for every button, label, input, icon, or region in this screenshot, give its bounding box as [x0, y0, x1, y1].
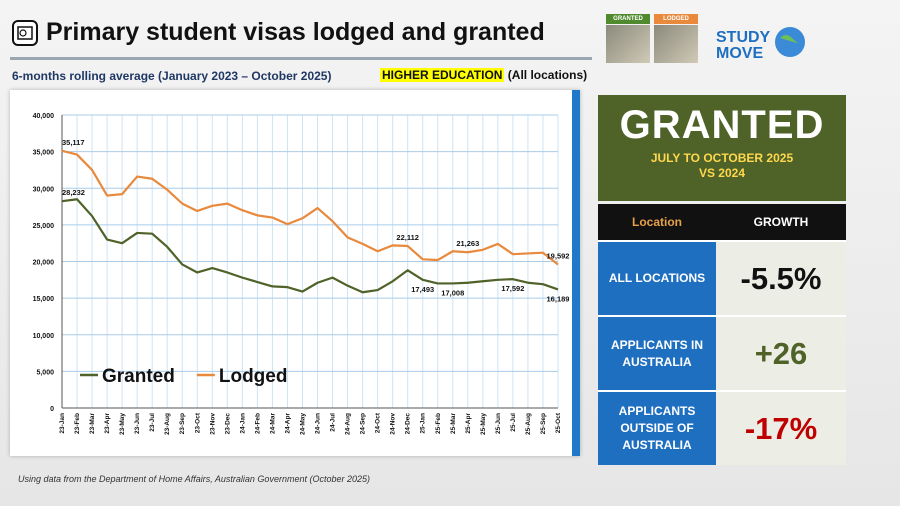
x-tick-label: 23-May [119, 413, 126, 435]
x-tick-label: 25-Jun [495, 413, 502, 434]
x-tick-label: 24-Mar [269, 413, 276, 434]
location-cell: APPLICANTS OUTSIDE OF AUSTRALIA [598, 390, 716, 465]
chart: 0 5,000 10,000 15,000 20,000 25,000 30,000 35,0… [33, 113, 570, 435]
growth-cell: -17% [716, 390, 846, 465]
series-line [61, 198, 559, 294]
panel-title: GRANTED [619, 103, 825, 147]
table-row: ALL LOCATIONS -5.5% [598, 240, 846, 316]
x-tick-label: 23-Aug [164, 413, 171, 435]
y-tick-label: 25,000 [33, 223, 55, 230]
y-tick-label: 10,000 [33, 333, 55, 340]
highlight: HIGHER EDUCATION (All locations) [380, 68, 587, 82]
x-tick-label: 24-Jan [239, 413, 246, 434]
data-label: 28,232 [62, 188, 85, 197]
footer: Using data from the Department of Home A… [18, 474, 370, 484]
brand-text: MOVE [716, 45, 764, 62]
x-tick-label: 24-Oct [375, 412, 382, 433]
y-tick-label: 15,000 [33, 296, 55, 303]
table-header: Location GROWTH [598, 204, 846, 241]
location-cell: APPLICANTS IN AUSTRALIA [598, 315, 716, 391]
data-label: 22,112 [396, 233, 419, 242]
growth-table: Location GROWTH ALL LOCATIONS -5.5% APPLIC… [598, 204, 846, 465]
y-tick-label: 40,000 [33, 113, 55, 120]
legend-label: Granted [102, 366, 175, 387]
y-tick-label: 0 [50, 406, 54, 413]
x-tick-label: 24-Jul [330, 413, 337, 432]
title-rule [10, 57, 592, 60]
brand-text: STUDY [716, 29, 771, 46]
x-tick-label: 24-Feb [254, 413, 261, 434]
x-tick-label: 24-Dec [405, 413, 412, 435]
growth-cell: +26 [716, 315, 846, 391]
x-tick-label: 25-Mar [450, 413, 457, 434]
y-tick-label: 35,000 [33, 150, 55, 157]
x-tick-label: 23-Jun [134, 413, 141, 434]
data-label: 19,592 [547, 251, 570, 260]
data-label: 17,008 [441, 288, 464, 297]
x-tick-label: 25-Feb [435, 413, 442, 434]
data-label: 35,117 [62, 138, 85, 147]
series-line [61, 149, 559, 266]
data-label: 21,263 [456, 239, 479, 248]
table-row: APPLICANTS OUTSIDE OF AUSTRALIA -17% [598, 390, 846, 465]
chart-card: 0 5,000 10,000 15,000 20,000 25,000 30,000 35,0… [10, 90, 580, 456]
y-tick-label: 20,000 [33, 260, 55, 267]
legend-label: Lodged [219, 366, 288, 387]
data-label: 17,493 [411, 285, 434, 294]
x-tick-label: 23-Jan [59, 413, 66, 434]
x-tick-label: 23-Sep [179, 413, 186, 434]
table-row: APPLICANTS IN AUSTRALIA +26 [598, 315, 846, 391]
y-tick-label: 5,000 [36, 369, 54, 376]
subtitle: 6-months rolling average (January 2023 –… [12, 69, 332, 83]
data-label: 17,592 [501, 284, 524, 293]
x-tick-label: 24-May [299, 413, 306, 435]
summary-panel: GRANTED JULY TO OCTOBER 2025 VS 2024 [598, 95, 846, 201]
brand-logo: STUDY MOVE [716, 30, 770, 62]
x-tick-label: 23-Feb [74, 413, 81, 434]
thumb-image [654, 25, 698, 63]
header-cell: GROWTH [716, 204, 846, 241]
x-tick-label: 24-Apr [284, 413, 291, 434]
x-tick-label: 24-Aug [345, 413, 352, 435]
highlight-suffix: (All locations) [507, 68, 588, 82]
x-tick-label: 25-Jan [420, 413, 427, 434]
thumb-tag: GRANTED [606, 14, 650, 24]
x-tick-label: 25-Sep [540, 413, 547, 434]
x-tick-label: 25-Oct [555, 412, 562, 433]
thumb-tag: LODGED [654, 14, 698, 24]
x-tick-label: 23-Mar [89, 413, 96, 434]
x-tick-label: 23-Dec [224, 413, 231, 435]
data-label: 16,189 [547, 294, 570, 303]
x-tick-label: 23-Apr [104, 413, 111, 434]
growth-cell: -5.5% [716, 240, 846, 316]
x-tick-label: 25-Apr [465, 413, 472, 434]
x-tick-label: 24-Nov [390, 413, 397, 435]
header-cell: Location [598, 204, 716, 241]
x-tick-label: 25-Aug [525, 413, 532, 435]
x-tick-label: 23-Jul [149, 413, 156, 432]
x-tick-label: 23-Nov [209, 413, 216, 435]
location-cell: ALL LOCATIONS [598, 240, 716, 316]
title-icon [12, 20, 38, 46]
title: Primary student visas lodged and granted [46, 18, 545, 46]
x-tick-label: 25-Jul [510, 413, 517, 432]
highlight-text: HIGHER EDUCATION [380, 68, 505, 82]
thumb-image [606, 25, 650, 63]
x-tick-label: 23-Oct [194, 412, 201, 433]
y-tick-label: 30,000 [33, 186, 55, 193]
x-tick-label: 25-May [480, 413, 487, 435]
x-tick-label: 24-Jun [315, 413, 322, 434]
x-tick-label: 24-Sep [360, 413, 367, 434]
panel-subtitle: JULY TO OCTOBER 2025 VS 2024 [650, 151, 794, 180]
globe-icon [775, 27, 805, 57]
